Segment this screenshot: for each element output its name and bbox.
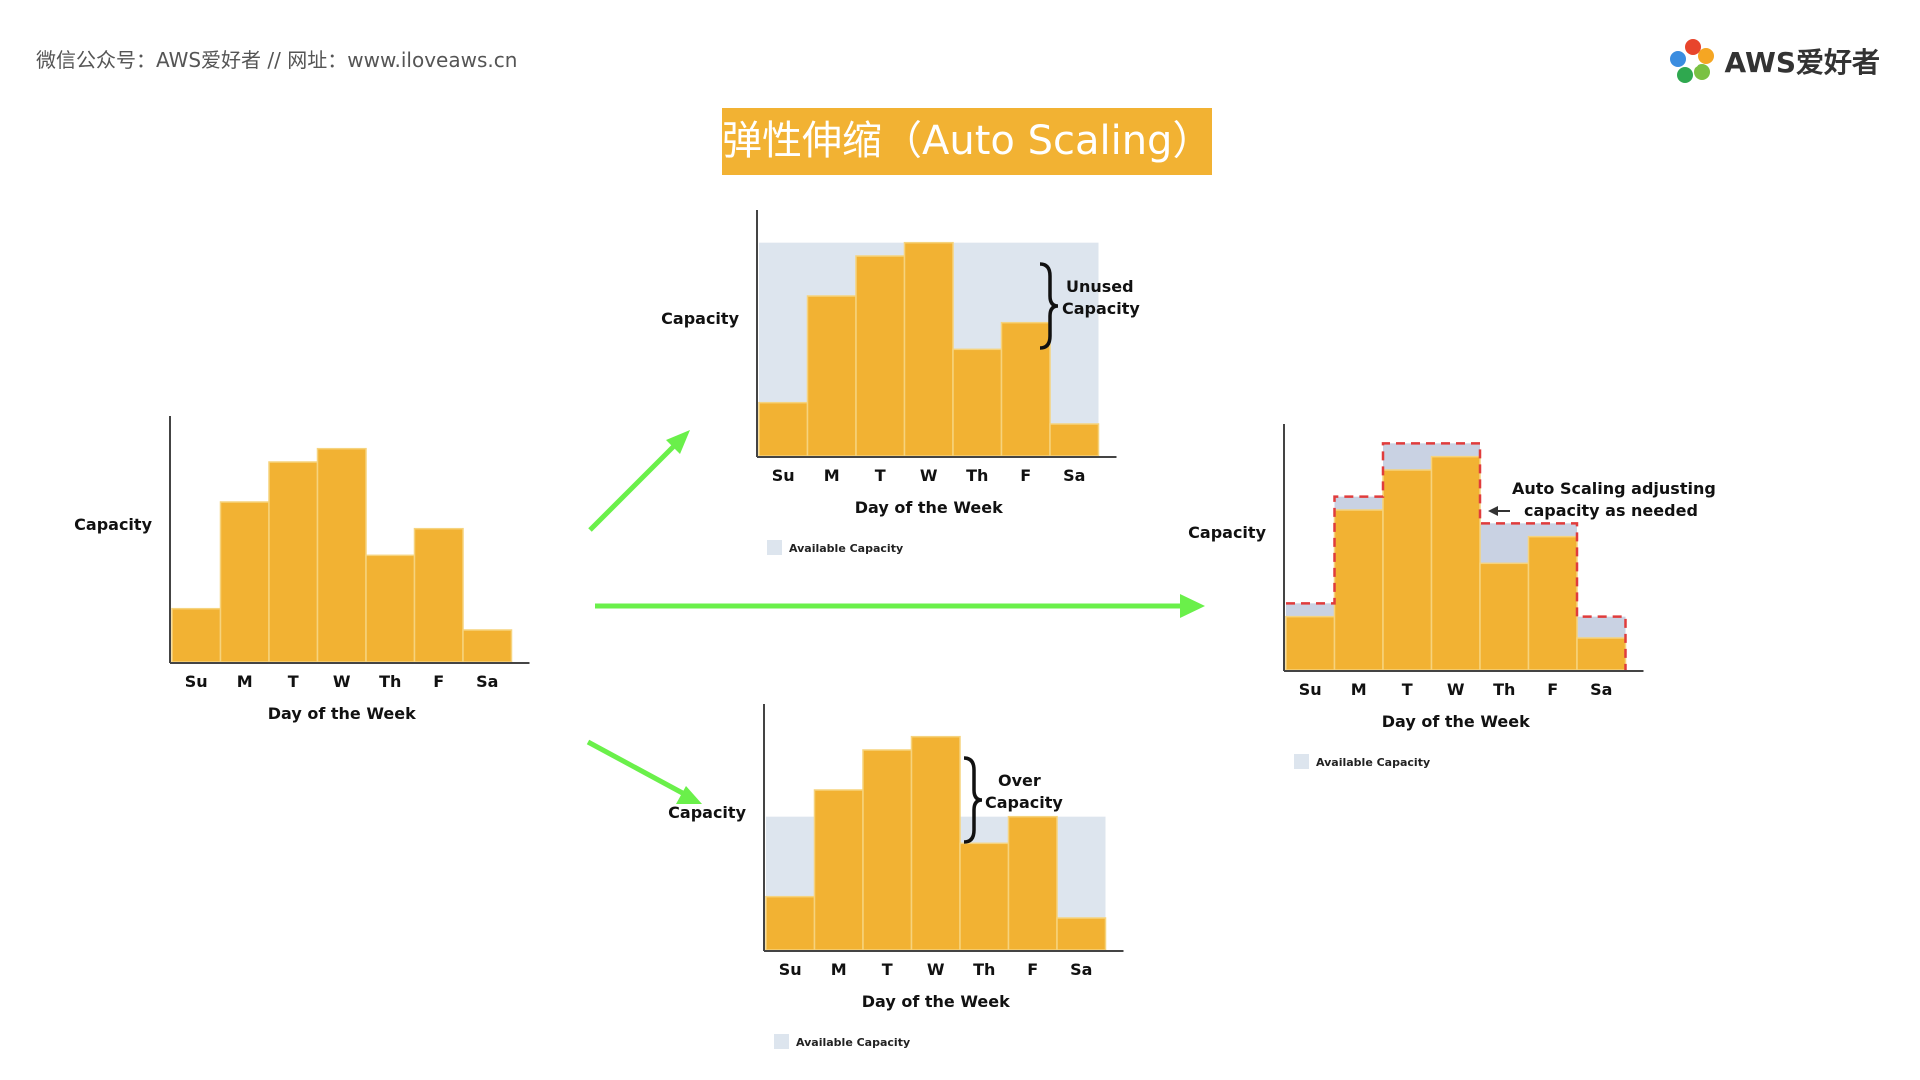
annotation-line-2: Capacity bbox=[985, 793, 1063, 812]
y-axis-label: Capacity bbox=[661, 309, 739, 328]
bar-m bbox=[1333, 509, 1384, 671]
tick-label: Th bbox=[379, 672, 401, 691]
y-axis-label: Capacity bbox=[1188, 523, 1266, 542]
x-axis-label: Day of the Week bbox=[1382, 712, 1530, 731]
tick-label: W bbox=[920, 466, 938, 485]
tick-label: Sa bbox=[476, 672, 498, 691]
tick-label: Th bbox=[973, 960, 995, 979]
legend-label: Available Capacity bbox=[1316, 756, 1430, 769]
chart-fixed-high: Su M T W Th F Sa Day of the Week Capacity Availab… bbox=[661, 210, 1117, 555]
tick-label: F bbox=[1020, 466, 1031, 485]
tick-label: Th bbox=[966, 466, 988, 485]
legend-label: Available Capacity bbox=[789, 542, 903, 555]
bar-su bbox=[171, 607, 222, 663]
logo-text: AWS爱好者 bbox=[1724, 46, 1880, 79]
bar-th bbox=[1479, 562, 1530, 671]
x-axis-label: Day of the Week bbox=[855, 498, 1003, 517]
chart-auto-scaling: Su M T W Th F Sa Day of the Week Capacity Availab… bbox=[1188, 424, 1644, 769]
bar-sa bbox=[1056, 917, 1107, 951]
bar-m bbox=[219, 501, 270, 663]
bar-m bbox=[806, 295, 857, 457]
tick-label: M bbox=[831, 960, 847, 979]
bar-w bbox=[903, 241, 954, 457]
header-text: 微信公众号：AWS爱好者 // 网址：www.iloveaws.cn bbox=[36, 48, 518, 72]
bar-w bbox=[1430, 455, 1481, 671]
tick-label: Sa bbox=[1590, 680, 1612, 699]
over-capacity-annotation: Over Capacity bbox=[963, 756, 1063, 844]
legend-swatch bbox=[1294, 754, 1309, 769]
auto-scaling-annotation: Auto Scaling adjusting capacity as neede… bbox=[1488, 479, 1716, 520]
chart-fixed-low: Su M T W Th F Sa Day of the Week Capacity Availab… bbox=[668, 704, 1124, 1049]
bar-th bbox=[952, 348, 1003, 457]
bar-th bbox=[365, 554, 416, 663]
annotation-line-1: Auto Scaling adjusting bbox=[1512, 479, 1716, 498]
tick-label: F bbox=[1547, 680, 1558, 699]
legend-swatch bbox=[767, 540, 782, 555]
tick-label: F bbox=[433, 672, 444, 691]
bar-m bbox=[813, 789, 864, 951]
tick-label: Su bbox=[185, 672, 208, 691]
tick-label: M bbox=[237, 672, 253, 691]
bar-f bbox=[413, 527, 464, 663]
tick-label: T bbox=[882, 960, 893, 979]
tick-label: T bbox=[288, 672, 299, 691]
tick-label: W bbox=[333, 672, 351, 691]
tick-label: W bbox=[1447, 680, 1465, 699]
tick-label: T bbox=[875, 466, 886, 485]
bar-t bbox=[855, 255, 906, 457]
bar-sa bbox=[1049, 423, 1100, 457]
tick-label: M bbox=[824, 466, 840, 485]
tick-label: M bbox=[1351, 680, 1367, 699]
bar-sa bbox=[462, 629, 513, 663]
bar-t bbox=[862, 749, 913, 951]
arrow-to-right bbox=[595, 594, 1205, 618]
logo: AWS爱好者 bbox=[1667, 34, 1880, 88]
tick-label: Sa bbox=[1063, 466, 1085, 485]
bar-t bbox=[268, 461, 319, 663]
annotation-line-1: Unused bbox=[1066, 277, 1134, 296]
tick-label: T bbox=[1402, 680, 1413, 699]
bar-th bbox=[959, 842, 1010, 951]
page-title: 弹性伸缩（Auto Scaling） bbox=[722, 108, 1212, 175]
bar-w bbox=[316, 447, 367, 663]
chart-demand: Su M T W Th F Sa Day of the Week Capacity bbox=[74, 416, 530, 723]
scaling-capacity-line bbox=[1286, 442, 1627, 670]
bar-su bbox=[1285, 615, 1336, 671]
bar-su bbox=[765, 895, 816, 951]
bar-t bbox=[1382, 469, 1433, 671]
flower-icon bbox=[1667, 35, 1719, 87]
legend-label: Available Capacity bbox=[796, 1036, 910, 1049]
bar-f bbox=[1007, 815, 1058, 951]
bar-f bbox=[1000, 321, 1051, 457]
tick-label: Sa bbox=[1070, 960, 1092, 979]
tick-label: W bbox=[927, 960, 945, 979]
tick-label: Su bbox=[779, 960, 802, 979]
tick-label: Th bbox=[1493, 680, 1515, 699]
tick-label: Su bbox=[772, 466, 795, 485]
tick-label: F bbox=[1027, 960, 1038, 979]
y-axis-label: Capacity bbox=[668, 803, 746, 822]
x-axis-label: Day of the Week bbox=[268, 704, 416, 723]
tick-label: Su bbox=[1299, 680, 1322, 699]
bar-w bbox=[910, 735, 961, 951]
bar-f bbox=[1527, 535, 1578, 671]
legend-swatch bbox=[774, 1034, 789, 1049]
annotation-line-1: Over bbox=[998, 771, 1041, 790]
arrow-to-bottom bbox=[586, 739, 702, 804]
unused-capacity-annotation: Unused Capacity bbox=[1039, 262, 1140, 350]
bar-sa bbox=[1576, 637, 1627, 671]
annotation-line-2: capacity as needed bbox=[1524, 501, 1698, 520]
annotation-line-2: Capacity bbox=[1062, 299, 1140, 318]
arrow-to-top bbox=[588, 430, 690, 532]
bar-su bbox=[758, 401, 809, 457]
x-axis-label: Day of the Week bbox=[862, 992, 1010, 1011]
y-axis-label: Capacity bbox=[74, 515, 152, 534]
